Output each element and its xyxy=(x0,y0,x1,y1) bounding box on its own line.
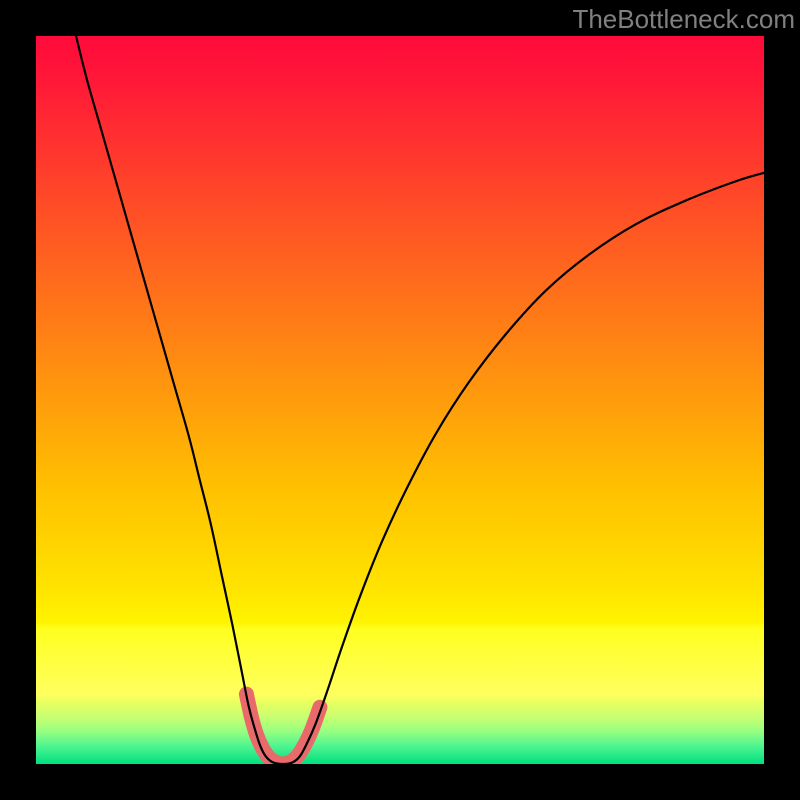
plot-svg xyxy=(36,36,764,764)
watermark-text: TheBottleneck.com xyxy=(572,4,795,35)
plot-area xyxy=(36,36,764,764)
gradient-background xyxy=(36,36,764,764)
